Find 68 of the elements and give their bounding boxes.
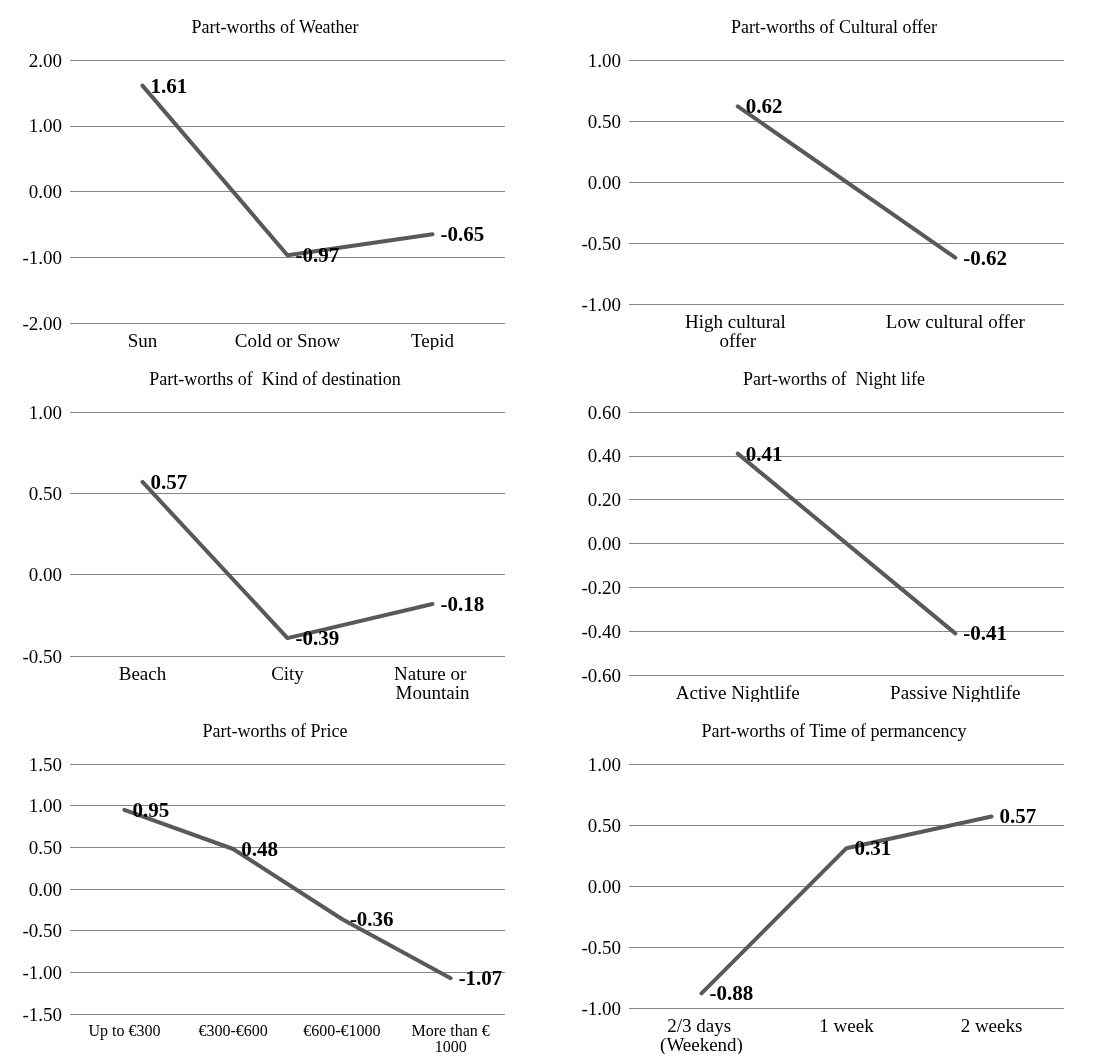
- data-label: 0.95: [132, 797, 170, 822]
- y-tick-label: -0.40: [581, 620, 621, 642]
- data-label: -0.65: [440, 222, 485, 247]
- y-tick-label: -1.50: [22, 1003, 62, 1025]
- y-tick-label: -0.50: [22, 920, 62, 942]
- y-tick-label: -1.00: [22, 961, 62, 983]
- data-label: -0.18: [440, 591, 485, 616]
- y-tick-label: 1.50: [28, 753, 62, 775]
- x-tick-label: Up to €300: [88, 1021, 161, 1040]
- y-tick-label: -2.00: [22, 312, 62, 334]
- chart-title: Part-worths of Price: [202, 721, 348, 741]
- data-label: -0.41: [963, 621, 1007, 646]
- y-tick-label: 0.60: [587, 401, 621, 423]
- y-tick-label: -0.20: [581, 576, 621, 598]
- x-tick-label: Beach: [118, 663, 167, 684]
- data-label: 0.31: [854, 836, 892, 861]
- x-tick-label: €300-€600: [198, 1021, 268, 1039]
- y-tick-label: 0.50: [587, 814, 621, 836]
- y-tick-label: 1.00: [28, 115, 62, 137]
- data-label: 0.48: [241, 837, 278, 861]
- x-tick-label: More than €1000: [411, 1021, 490, 1055]
- y-tick-label: 0.00: [28, 878, 62, 900]
- data-label: 1.61: [150, 73, 188, 98]
- y-tick-label: -1.00: [22, 246, 62, 268]
- data-label: 0.57: [150, 469, 188, 494]
- y-tick-label: 1.00: [587, 753, 621, 775]
- x-tick-label: Sun: [127, 330, 158, 351]
- y-tick-label: 2.00: [28, 49, 62, 71]
- y-tick-label: 0.50: [28, 836, 62, 858]
- y-tick-label: 0.50: [28, 482, 62, 504]
- x-tick-label: Cold or Snow: [234, 330, 341, 351]
- y-tick-label: 1.00: [28, 795, 62, 817]
- y-tick-label: -0.60: [581, 664, 621, 686]
- y-tick-label: 0.50: [587, 110, 621, 132]
- y-tick-label: -0.50: [581, 936, 621, 958]
- x-tick-label: Nature or Mountain: [393, 663, 472, 703]
- y-tick-label: 0.20: [587, 489, 621, 511]
- y-tick-label: 0.00: [28, 564, 62, 586]
- data-label: 0.41: [745, 441, 783, 466]
- x-tick-label: 2 weeks: [960, 1015, 1023, 1036]
- data-label: -0.39: [295, 626, 340, 651]
- chart-title: Part-worths of Weather: [191, 17, 359, 37]
- data-label: 0.62: [745, 94, 783, 119]
- chart-title: Part-worths of Night life: [743, 369, 925, 389]
- x-tick-label: €600-€1000: [303, 1021, 381, 1039]
- chart-title: Part-worths of Kind of destination: [149, 369, 401, 389]
- x-tick-label: High cultural offer: [684, 311, 791, 351]
- y-tick-label: -0.50: [581, 232, 621, 254]
- data-label: -0.36: [349, 907, 394, 931]
- x-tick-label: Low cultural offer: [885, 311, 1026, 332]
- x-tick-label: 1 week: [819, 1015, 875, 1036]
- y-tick-label: 0.00: [587, 533, 621, 554]
- y-tick-label: 1.00: [587, 49, 621, 71]
- y-tick-label: 0.40: [587, 445, 621, 467]
- data-label: -1.07: [458, 966, 503, 991]
- chart-title: Part-worths of Time of permancency: [701, 721, 967, 741]
- y-tick-label: 0.00: [587, 171, 621, 193]
- data-label: 0.57: [999, 804, 1037, 829]
- y-tick-label: -1.00: [581, 293, 621, 315]
- data-label: -0.88: [709, 981, 754, 1006]
- y-tick-label: 1.00: [28, 401, 62, 423]
- chart-title: Part-worths of Cultural offer: [730, 17, 938, 37]
- x-tick-label: City: [271, 663, 305, 684]
- y-tick-label: -1.00: [581, 997, 621, 1019]
- data-label: -0.62: [963, 245, 1007, 270]
- y-tick-label: 0.00: [28, 181, 62, 202]
- y-tick-label: -0.50: [22, 645, 62, 667]
- y-tick-label: 0.00: [587, 875, 621, 897]
